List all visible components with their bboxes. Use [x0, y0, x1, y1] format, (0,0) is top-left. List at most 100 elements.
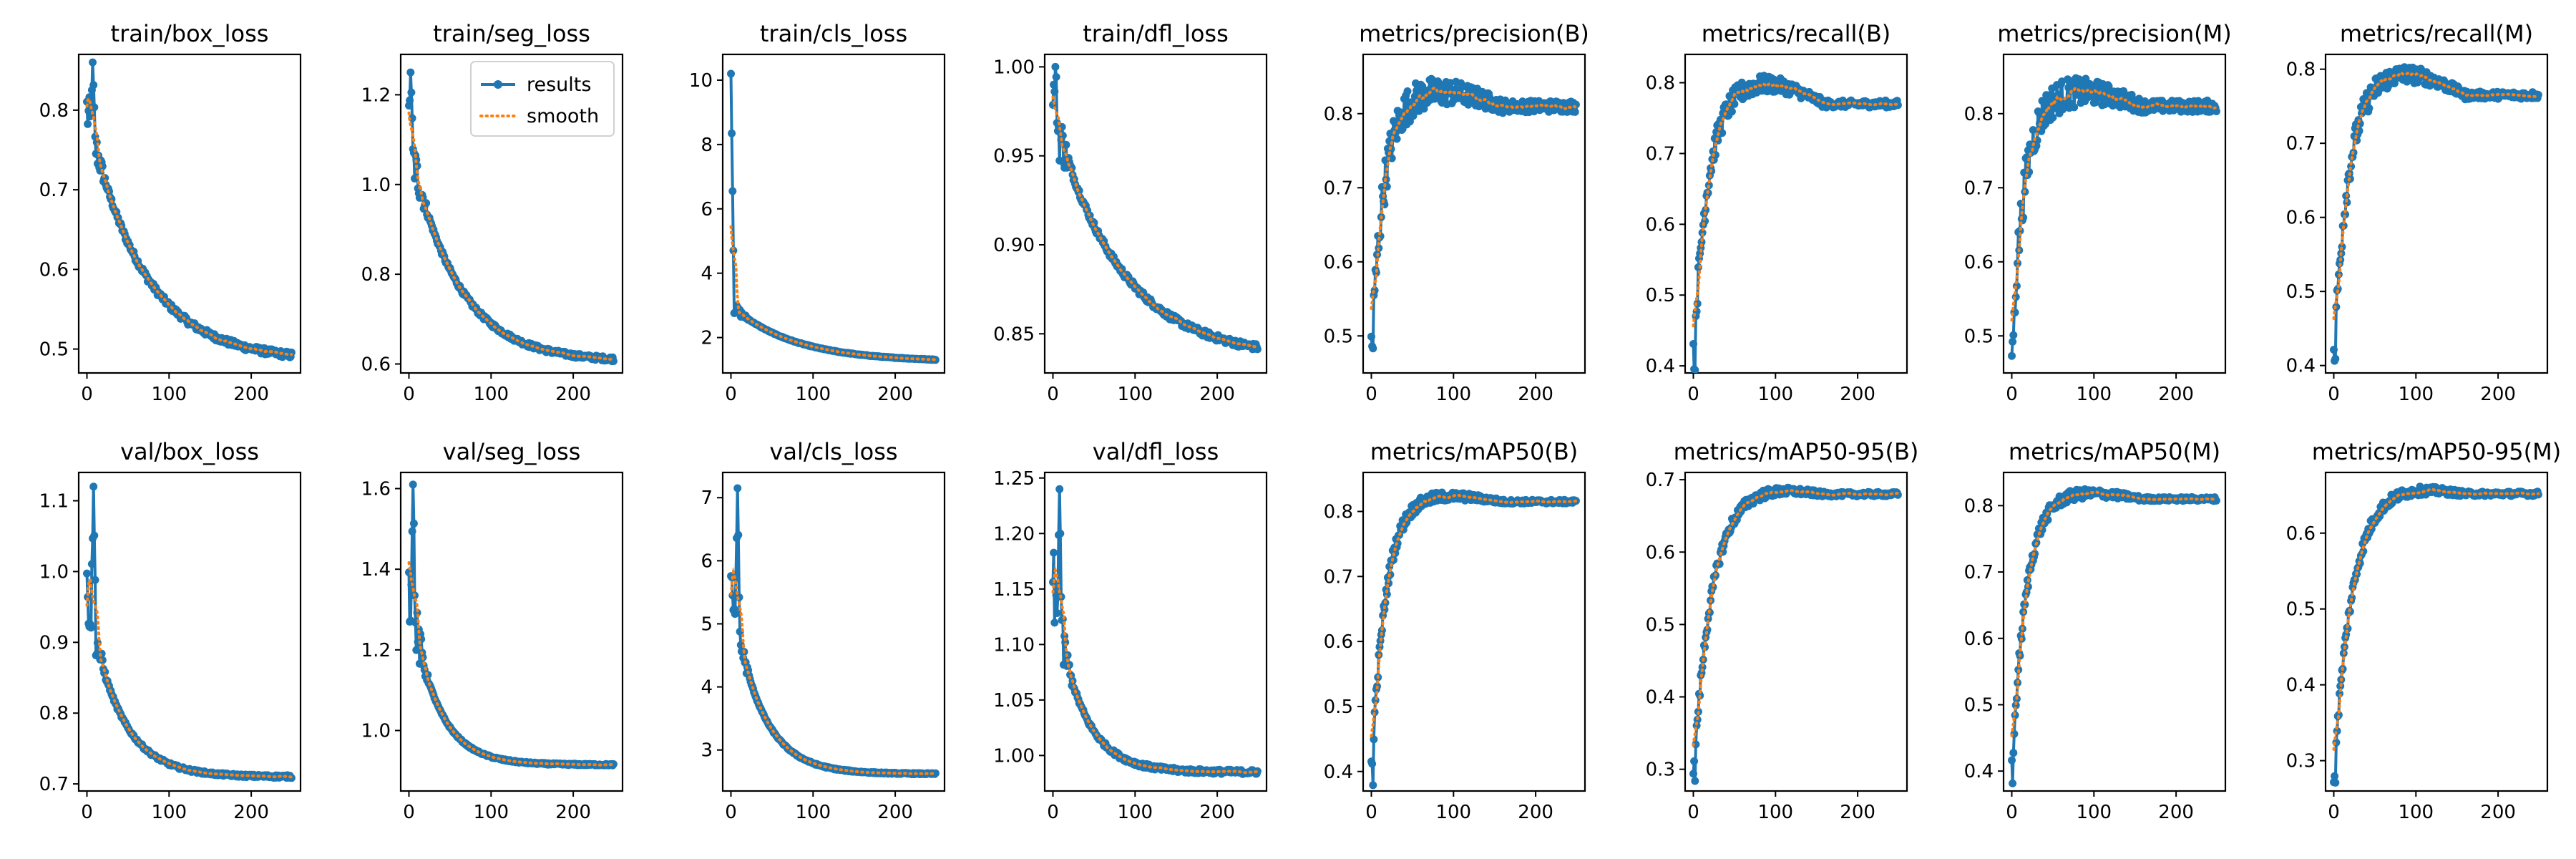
data-point [609, 760, 618, 768]
x-tick-label: 100 [795, 384, 831, 405]
y-tick-label: 0.7 [1324, 566, 1353, 588]
data-point [1053, 609, 1061, 617]
x-tick-label: 100 [151, 802, 187, 823]
data-point [1571, 107, 1579, 116]
x-tick-label: 200 [1840, 384, 1875, 405]
x-tick-label: 100 [1117, 384, 1153, 405]
results-series-line [407, 482, 615, 767]
data-point [1727, 107, 1736, 116]
y-tick-label: 0.7 [1646, 470, 1675, 491]
chart-title: metrics/mAP50(B) [1370, 438, 1579, 465]
data-point [1691, 777, 1699, 785]
y-tick-label: 0.6 [1646, 542, 1675, 563]
plot-frame [1362, 471, 1586, 792]
data-point [98, 656, 107, 664]
x-tick-label: 0 [81, 802, 93, 823]
x-tick-label: 200 [555, 802, 591, 823]
smooth-series-line [2332, 487, 2540, 751]
chart-panel: val/dfl_loss 0 100 200 1.00 1.05 1.10 1.15 1.20 1… [993, 438, 1268, 823]
plot-frame [399, 471, 624, 792]
plot-frame [1684, 471, 1908, 792]
chart-title: metrics/precision(B) [1359, 20, 1589, 47]
y-tick-label: 0.3 [1646, 759, 1675, 781]
results-markers [1689, 483, 1902, 785]
x-tick-label: 0 [2328, 384, 2340, 405]
y-tick-label: 1.05 [993, 690, 1035, 712]
y-tick-label: 0.5 [1964, 694, 1994, 716]
results-series-line [85, 485, 293, 780]
data-point [2212, 496, 2220, 505]
data-point [1380, 606, 1389, 613]
data-point [2331, 778, 2340, 787]
y-tick-label: 10 [689, 70, 713, 92]
y-tick-label: 0.4 [1324, 762, 1353, 783]
data-point [1689, 770, 1697, 778]
y-tick-label: 0.7 [1324, 178, 1353, 199]
x-tick-label: 200 [1199, 802, 1235, 823]
data-point [1689, 340, 1697, 348]
y-tick-label: 6 [701, 550, 713, 572]
data-point [931, 769, 940, 777]
data-point [406, 96, 414, 105]
x-tick-label: 100 [1757, 802, 1793, 823]
results-markers [2330, 482, 2542, 787]
y-tick-label: 0.5 [1646, 614, 1675, 636]
data-point [89, 482, 98, 491]
data-point [2104, 82, 2113, 90]
y-tick-label: 0.90 [993, 235, 1035, 256]
data-point [287, 348, 296, 356]
results-markers [1049, 62, 1262, 354]
x-tick-label: 200 [555, 384, 591, 405]
y-tick-label: 0.6 [1646, 214, 1675, 236]
y-tick-label: 0.6 [39, 259, 69, 281]
data-point [2011, 701, 2020, 709]
chart-title: metrics/mAP50-95(B) [1674, 438, 1919, 465]
data-point [1392, 135, 1401, 143]
results-series-line [729, 487, 937, 776]
chart-title: metrics/mAP50(M) [2009, 438, 2220, 465]
data-point [2331, 354, 2340, 363]
y-tick-label: 0.9 [39, 632, 69, 654]
chart-panel: val/cls_loss 0 100 200 3 4 5 6 7 [701, 438, 946, 823]
x-tick-label: 200 [1199, 384, 1235, 405]
results-markers [2008, 485, 2220, 787]
x-tick-label: 100 [2398, 802, 2434, 823]
smooth-series-line [1370, 493, 1578, 738]
x-tick-label: 100 [151, 384, 187, 405]
x-tick-label: 0 [725, 802, 737, 823]
data-point [1052, 73, 1060, 81]
y-tick-label: 0.8 [2286, 59, 2316, 81]
plot-frame [1043, 471, 1268, 792]
data-point [87, 560, 96, 568]
data-point [2365, 104, 2373, 112]
data-point [1419, 85, 1428, 94]
data-point [2008, 756, 2016, 765]
x-tick-label: 100 [1435, 802, 1471, 823]
chart-title: train/cls_loss [760, 20, 907, 47]
legend-box [470, 61, 615, 137]
chart-panel: train/cls_loss 0 100 200 2 4 6 8 10 [689, 20, 946, 405]
smooth-series-line [407, 561, 615, 767]
data-point [2008, 351, 2016, 360]
results-series-line [729, 73, 937, 361]
plot-frame [721, 471, 946, 792]
data-point [1730, 100, 1739, 108]
chart-title: val/dfl_loss [1093, 438, 1219, 465]
x-tick-label: 0 [1047, 802, 1059, 823]
x-tick-label: 100 [2398, 384, 2434, 405]
smooth-series-line [2010, 490, 2218, 737]
y-tick-label: 0.8 [39, 100, 69, 122]
smooth-series-line [729, 225, 937, 361]
y-tick-label: 0.8 [1324, 104, 1353, 125]
x-tick-label: 100 [2076, 802, 2112, 823]
data-point [89, 58, 97, 67]
x-tick-label: 200 [2158, 802, 2194, 823]
x-tick-label: 200 [2480, 384, 2516, 405]
chart-panel: val/box_loss 0 100 200 0.7 0.8 0.9 1.0 1.1 [39, 438, 302, 823]
x-tick-label: 0 [2006, 802, 2018, 823]
data-point [1051, 62, 1060, 71]
y-tick-label: 0.95 [993, 146, 1035, 168]
y-tick-label: 0.5 [39, 339, 69, 361]
y-tick-label: 0.7 [2286, 133, 2316, 155]
